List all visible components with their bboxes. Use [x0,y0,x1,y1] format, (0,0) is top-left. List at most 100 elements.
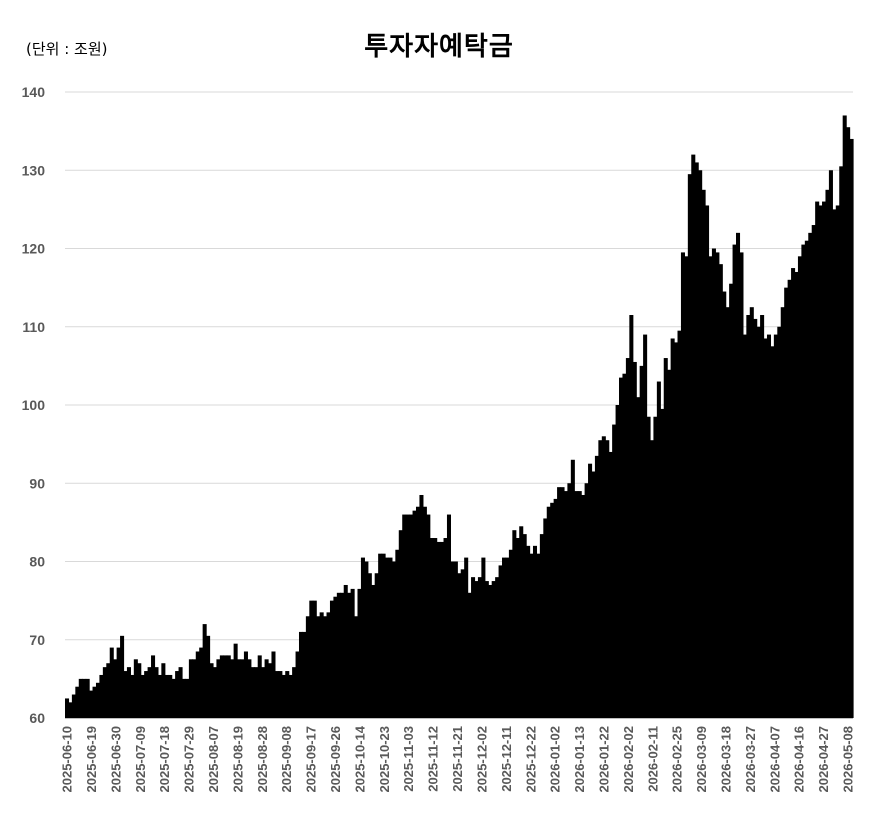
bar [223,655,228,718]
bar [333,596,338,718]
bar [319,612,324,718]
bar [281,674,286,718]
bar [292,667,297,718]
bar [347,592,352,718]
bar [68,702,73,718]
bar [243,651,248,718]
bar [168,674,173,718]
bar [402,514,407,718]
bar [316,616,321,718]
bar [746,315,751,718]
x-tick-label: 2025-08-28 [255,726,270,793]
x-tick-label: 2026-05-08 [841,726,856,793]
bar [784,287,789,719]
bar [426,514,431,718]
bar [736,232,741,718]
bar [178,667,183,718]
bar [605,440,610,718]
bar [360,557,365,718]
bar [677,330,682,718]
bar [261,667,266,718]
bar [257,655,262,718]
bar [467,592,472,718]
bar [443,538,448,718]
bar [151,655,156,718]
x-tick-label: 2026-04-07 [767,726,782,793]
bar [195,651,200,718]
bar [794,271,799,718]
bar [326,612,331,718]
bar [505,557,510,718]
bar [526,545,531,718]
bar [388,557,393,718]
bar [436,541,441,718]
bar [825,189,830,718]
bar [588,463,593,718]
bar [553,498,558,718]
bar [137,663,142,718]
bar [680,252,685,718]
bar [371,584,376,718]
bar [570,459,575,718]
bar [381,553,386,718]
bar [471,577,476,718]
bar [670,338,675,718]
bar [612,424,617,718]
bar [192,659,197,718]
bar [354,616,359,718]
y-tick-label: 70 [29,632,45,648]
bar [660,408,665,718]
bar [175,671,180,718]
bar [818,205,823,718]
x-tick-label: 2026-04-16 [792,726,807,793]
bar [835,205,840,718]
bar [264,659,269,718]
bar [749,307,754,718]
x-tick-label: 2025-10-23 [377,726,392,793]
bar [608,451,613,718]
bar [481,557,486,718]
bar [622,373,627,718]
bar [536,553,541,718]
x-axis-ticks: 2025-06-10 2025-06-19 2025-06-30 2025-07-09… [60,725,856,792]
bar [722,291,727,718]
x-tick-label: 2025-08-19 [230,726,245,793]
bar [639,365,644,719]
x-tick-label: 2025-07-29 [182,726,197,793]
bar [450,561,455,718]
bar [226,655,231,718]
bar [766,334,772,718]
bar [323,616,328,718]
bar [395,549,400,718]
bar [202,624,207,718]
bar [164,674,169,718]
bar [288,674,293,718]
bar [711,248,716,718]
bar [849,138,854,718]
bar [357,588,362,718]
bar [71,694,76,718]
bars [65,115,854,719]
bar [144,671,149,718]
bar [739,252,744,718]
bar [691,154,696,719]
x-tick-label: 2025-11-03 [401,726,416,792]
x-tick-label: 2026-01-02 [548,726,563,793]
bar [694,162,699,718]
bar [216,659,221,718]
bar [378,553,383,718]
bar [643,334,648,718]
bar [636,397,641,718]
bar [846,127,851,718]
bar [302,631,307,718]
bar [78,678,83,719]
bar [760,315,765,718]
bar [140,674,145,718]
bar [632,361,637,718]
x-tick-label: 2026-03-18 [719,726,734,793]
bar [95,682,101,718]
bar [446,514,451,718]
x-tick-label: 2025-11-21 [450,726,465,792]
bar [309,600,314,719]
bar [763,338,768,718]
